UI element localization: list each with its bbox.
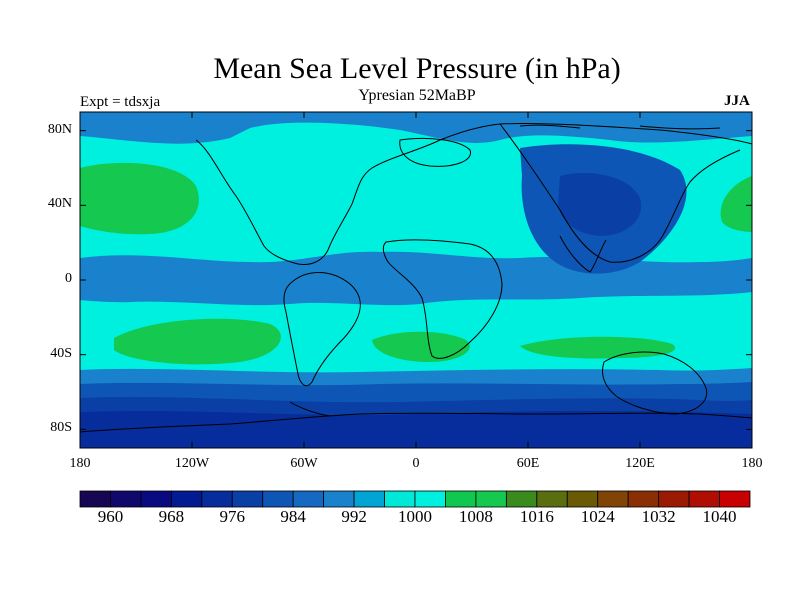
- colorbar-box-14: [505, 490, 538, 508]
- lon-tick-label: 180: [69, 456, 91, 471]
- coastline-eurasia: [499, 122, 752, 263]
- colorbar-box-10: [384, 490, 416, 508]
- lon-tick-label: 120W: [174, 456, 210, 471]
- pressure-zone-south-indian-high: [520, 336, 676, 359]
- colorbar-label: 1040: [702, 507, 737, 526]
- lat-tick-label: 40S: [50, 345, 72, 361]
- coastline-antarctica: [80, 412, 752, 433]
- lon-tick-label: 60W: [290, 456, 318, 471]
- colorbar-box-15: [536, 490, 568, 508]
- colorbar-box-11: [414, 490, 446, 508]
- colorbar-label: 968: [158, 507, 185, 526]
- colorbar-label: 1024: [580, 507, 615, 526]
- coastline-africa: [382, 239, 503, 359]
- pressure-zone-north-pacific-high: [80, 162, 199, 235]
- pressure-zone-arctic-ring: [80, 112, 752, 126]
- colorbar-label: 976: [219, 507, 246, 526]
- lat-tick-label: 80N: [47, 121, 72, 137]
- colorbar-box-4: [201, 490, 233, 508]
- colorbar-label: 992: [341, 507, 367, 526]
- colorbar: [79, 490, 751, 508]
- coastline-greenland: [399, 137, 471, 167]
- lon-tick-label: 180: [741, 456, 763, 471]
- coastline-south-america: [283, 272, 361, 387]
- pressure-field: [80, 112, 752, 448]
- colorbar-box-21: [719, 490, 751, 508]
- lon-tick-label: 60E: [516, 456, 540, 471]
- coastline-india: [559, 235, 607, 273]
- lon-tick-label: 120E: [625, 456, 655, 471]
- colorbar-box-12: [445, 490, 477, 508]
- coastline-arctic-islands: [519, 124, 721, 130]
- map-title: Mean Sea Level Pressure (in hPa): [213, 52, 621, 85]
- season-label: JJA: [724, 93, 750, 109]
- colorbar-box-7: [292, 490, 325, 508]
- colorbar-label: 1016: [519, 507, 554, 526]
- lat-tick-label: 40N: [47, 196, 72, 212]
- colorbar-label: 960: [97, 507, 124, 526]
- colorbar-box-5: [231, 490, 264, 508]
- colorbar-box-13: [475, 490, 507, 508]
- colorbar-label: 984: [280, 507, 306, 526]
- colorbar-box-16: [566, 490, 599, 508]
- colorbar-box-0: [79, 490, 111, 508]
- colorbar-box-17: [597, 490, 629, 508]
- pressure-zone-asian-monsoon-core: [558, 172, 642, 236]
- lat-tick-label: 0: [65, 271, 72, 286]
- colorbar-box-3: [170, 490, 203, 508]
- colorbar-label: 1008: [458, 507, 493, 526]
- colorbar-label: 1032: [641, 507, 676, 526]
- colorbar-box-9: [353, 490, 385, 508]
- colorbar-box-2: [140, 490, 172, 508]
- pressure-zone-south-atlantic-high: [372, 331, 470, 362]
- lon-tick-label: 0: [412, 456, 420, 471]
- pressure-zone-southern-ocean-deep: [80, 411, 752, 448]
- coastline-north-america: [195, 123, 501, 265]
- colorbar-box-19: [658, 490, 690, 508]
- colorbar-box-8: [323, 490, 355, 508]
- coastlines: [80, 122, 752, 433]
- experiment-label: Expt = tdsxja: [80, 94, 161, 110]
- lat-tick-label: 80S: [50, 420, 72, 436]
- period-label: Ypresian 52MaBP: [358, 87, 476, 104]
- pressure-zone-south-pacific-high: [114, 318, 281, 365]
- colorbar-label: 1000: [398, 507, 432, 526]
- colorbar-box-20: [688, 490, 720, 508]
- colorbar-box-18: [627, 490, 660, 508]
- pressure-zone-north-pacific-high-east: [720, 176, 752, 232]
- colorbar-box-6: [262, 490, 294, 508]
- colorbar-box-1: [110, 490, 142, 508]
- coastline-australia: [602, 351, 708, 415]
- coastline-antarctic-peninsula: [289, 401, 331, 417]
- axis-ticks: [79, 112, 753, 448]
